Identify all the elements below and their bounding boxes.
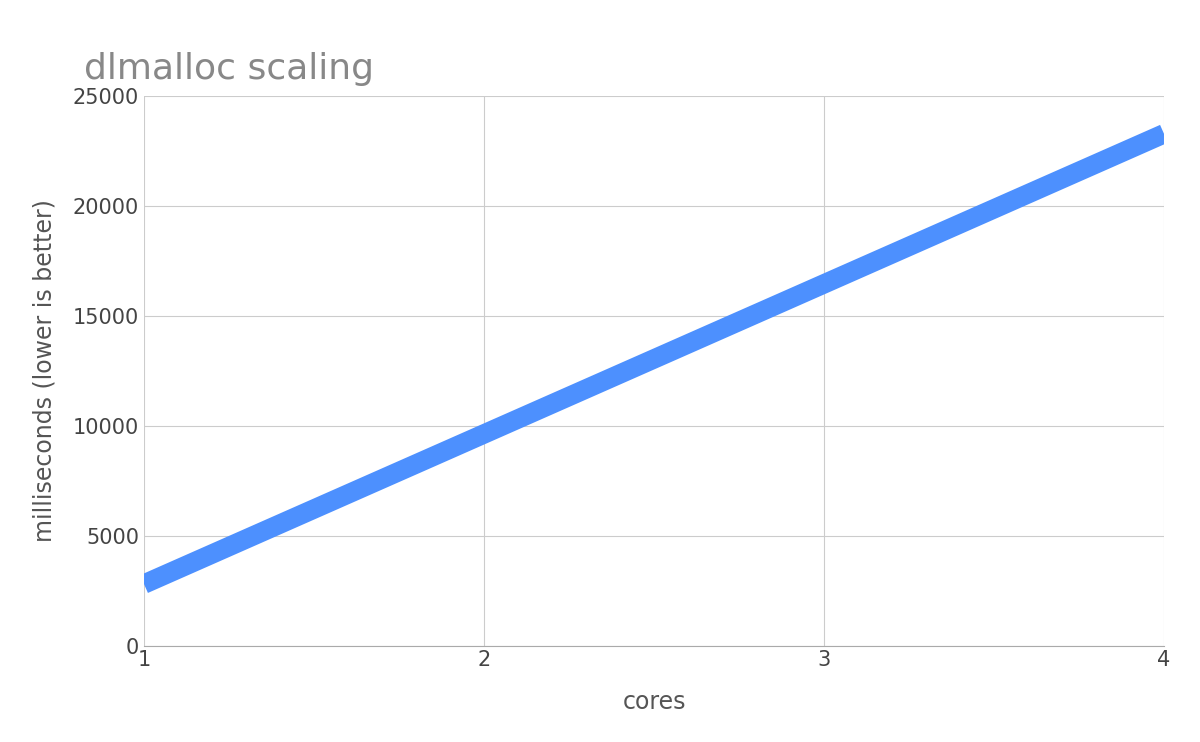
Text: dlmalloc scaling: dlmalloc scaling [84, 52, 374, 86]
Y-axis label: milliseconds (lower is better): milliseconds (lower is better) [32, 200, 56, 542]
X-axis label: cores: cores [623, 690, 685, 714]
